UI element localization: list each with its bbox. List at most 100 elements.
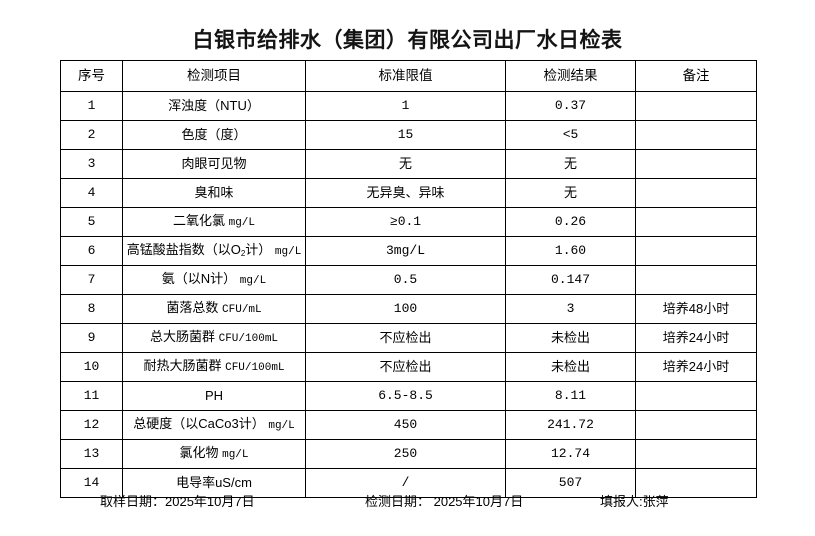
cell-no: 13: [60, 439, 123, 469]
cell-no: 4: [60, 178, 123, 208]
table-row: 12 总硬度（以CaCo3计） mg/L 450 241.72: [60, 410, 757, 440]
inspection-table-container: 序号 检测项目 标准限值 检测结果 备注 1 浑浊度（NTU） 1 0.37 2 色度（度…: [60, 60, 757, 498]
cell-no: 2: [60, 120, 123, 150]
cell-note: [635, 236, 757, 266]
cell-no: 6: [60, 236, 123, 266]
cell-item: 高锰酸盐指数（以O2计） mg/L: [122, 236, 306, 266]
cell-item: PH: [122, 381, 306, 411]
cell-result: 无: [505, 149, 636, 179]
item-unit: mg/L: [274, 246, 302, 259]
table-row: 1 浑浊度（NTU） 1 0.37: [60, 91, 757, 121]
cell-note: [635, 120, 757, 150]
cell-limit: 1: [305, 91, 506, 121]
cell-no: 3: [60, 149, 123, 179]
item-unit: mg/L: [239, 275, 267, 288]
cell-result: 507: [505, 468, 636, 498]
cell-result: 12.74: [505, 439, 636, 469]
item-label: 电导率uS/cm: [176, 474, 252, 490]
cell-item: 肉眼可见物: [122, 149, 306, 179]
cell-item: 总大肠菌群 CFU/100mL: [122, 323, 306, 353]
column-header-result: 检测结果: [505, 60, 636, 92]
cell-result: 0.37: [505, 91, 636, 121]
cell-limit: 无异臭、异味: [305, 178, 506, 208]
table-row: 6 高锰酸盐指数（以O2计） mg/L 3mg/L 1.60: [60, 236, 757, 266]
cell-note: [635, 468, 757, 498]
cell-limit: 3mg/L: [305, 236, 506, 266]
cell-result: <5: [505, 120, 636, 150]
cell-note: [635, 439, 757, 469]
item-label: 耐热大肠菌群: [143, 358, 222, 374]
table-header-row: 序号 检测项目 标准限值 检测结果 备注: [60, 60, 757, 92]
table-row: 13 氯化物 mg/L 250 12.74: [60, 439, 757, 469]
item-label: PH: [204, 387, 224, 403]
cell-item: 耐热大肠菌群 CFU/100mL: [122, 352, 306, 382]
cell-result: 3: [505, 294, 636, 324]
cell-no: 1: [60, 91, 123, 121]
item-unit: CFU/mL: [222, 304, 262, 317]
cell-note: [635, 381, 757, 411]
item-label: 浑浊度（NTU）: [168, 97, 260, 113]
cell-note: [635, 265, 757, 295]
table-row: 14 电导率uS/cm/507: [60, 468, 757, 498]
item-label: 色度（度）: [181, 126, 247, 142]
cell-result: 未检出: [505, 352, 636, 382]
cell-note: [635, 410, 757, 440]
item-unit: mg/L: [222, 449, 249, 462]
table-row: 4 臭和味 无异臭、异味无: [60, 178, 757, 208]
item-unit: CFU/100mL: [218, 333, 279, 346]
item-label: 菌落总数: [166, 300, 219, 316]
cell-note: 培养24小时: [635, 323, 757, 353]
column-header-note: 备注: [635, 60, 757, 92]
cell-no: 11: [60, 381, 123, 411]
cell-result: 未检出: [505, 323, 636, 353]
item-label: 总硬度（以CaCo3计）: [133, 416, 265, 432]
cell-limit: 无: [305, 149, 506, 179]
cell-limit: 不应检出: [305, 323, 506, 353]
item-label: 臭和味: [194, 184, 234, 200]
filled-by: 填报人:张萍: [600, 494, 669, 509]
table-row: 11 PH 6.5-8.5 8.11: [60, 381, 757, 411]
item-label: 氨（以N计）: [161, 271, 237, 287]
item-label: 氯化物: [179, 445, 219, 461]
cell-result: 1.60: [505, 236, 636, 266]
cell-no: 14: [60, 468, 123, 498]
cell-note: [635, 91, 757, 121]
item-unit: mg/L: [268, 420, 295, 433]
cell-item: 电导率uS/cm: [122, 468, 306, 498]
cell-result: 241.72: [505, 410, 636, 440]
table-row: 10 耐热大肠菌群 CFU/100mL 不应检出 未检出 培养24小时: [60, 352, 757, 382]
item-label: 肉眼可见物: [181, 155, 247, 171]
inspection-table: 序号 检测项目 标准限值 检测结果 备注 1 浑浊度（NTU） 1 0.37 2 色度（度…: [60, 60, 757, 498]
column-header-limit: 标准限值: [305, 60, 506, 92]
cell-limit: ≥0.1: [305, 207, 506, 237]
cell-item: 氨（以N计） mg/L: [122, 265, 306, 295]
table-row: 2 色度（度） 15 <5: [60, 120, 757, 150]
cell-result: 无: [505, 178, 636, 208]
cell-item: 二氧化氯 mg/L: [122, 207, 306, 237]
page-title: 白银市给排水（集团）有限公司出厂水日检表: [192, 28, 623, 52]
cell-result: 0.147: [505, 265, 636, 295]
report-footer: 取样日期：2025年10月7日 检测日期： 2025年10月7日 填报人:张萍: [60, 489, 760, 513]
cell-note: [635, 149, 757, 179]
cell-note: 培养24小时: [635, 352, 757, 382]
cell-note: 培养48小时: [635, 294, 757, 324]
cell-no: 8: [60, 294, 123, 324]
cell-limit: 100: [305, 294, 506, 324]
cell-note: [635, 207, 757, 237]
table-row: 7 氨（以N计） mg/L 0.5 0.147: [60, 265, 757, 295]
cell-result: 8.11: [505, 381, 636, 411]
cell-no: 7: [60, 265, 123, 295]
table-header: 序号 检测项目 标准限值 检测结果 备注: [60, 60, 757, 92]
cell-item: 菌落总数 CFU/mL: [122, 294, 306, 324]
cell-limit: 6.5-8.5: [305, 381, 506, 411]
table-row: 8 菌落总数 CFU/mL 100 3 培养48小时: [60, 294, 757, 324]
item-label: 二氧化氯: [172, 213, 225, 229]
testing-date: 检测日期： 2025年10月7日: [365, 494, 524, 509]
cell-limit: 不应检出: [305, 352, 506, 382]
table-row: 9 总大肠菌群 CFU/100mL 不应检出 未检出 培养24小时: [60, 323, 757, 353]
sampling-date: 取样日期：2025年10月7日: [100, 494, 255, 509]
cell-item: 总硬度（以CaCo3计） mg/L: [122, 410, 306, 440]
table-body: 1 浑浊度（NTU） 1 0.37 2 色度（度） 15 <5 3 肉眼可见物无无 4 臭和味 无异臭、…: [60, 91, 757, 498]
cell-limit: 450: [305, 410, 506, 440]
